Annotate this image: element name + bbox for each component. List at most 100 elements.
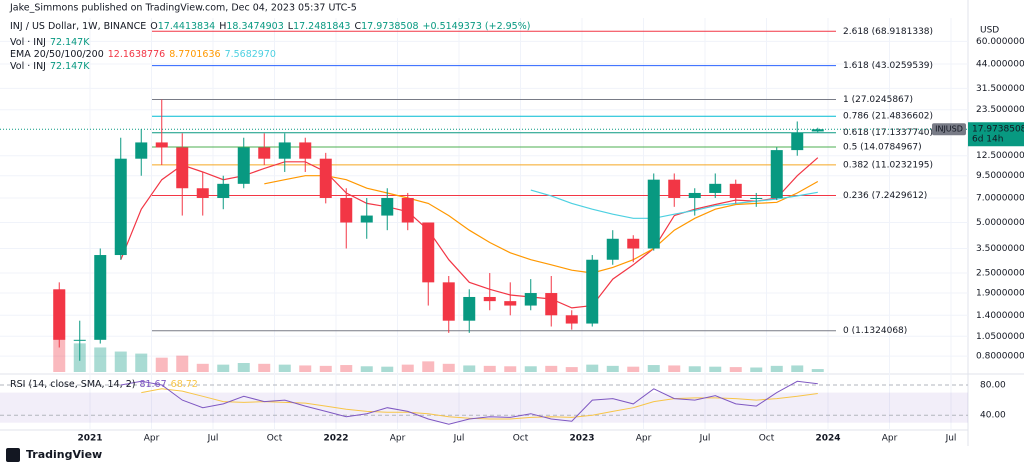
volume-bar [770, 365, 783, 372]
volume-bar [360, 366, 373, 372]
fib-label: 0.236 (7.2429612) [843, 191, 927, 201]
volume-bar [299, 365, 312, 372]
volume-bar [545, 365, 558, 372]
volume-bar [196, 363, 209, 372]
legend-text: 17.4413834 [158, 21, 215, 32]
volume-bar [504, 366, 517, 372]
legend-text: INJ / US Dollar, 1W, BINANCE [10, 21, 146, 32]
fib-label: 0.382 (11.0232195) [843, 160, 933, 170]
candle-body [504, 301, 517, 306]
candle-body [709, 183, 722, 193]
rsi-tick-label: 40.00 [980, 411, 1006, 421]
candle-body [770, 150, 783, 198]
candle-body [463, 296, 476, 321]
symbol-label: INJUSD [935, 125, 963, 134]
volume-bar [565, 367, 578, 372]
legend-text: L [288, 21, 294, 32]
volume-bar [811, 369, 824, 372]
candle-body [196, 188, 209, 198]
legend-text: C [354, 21, 361, 32]
candle-body [340, 197, 353, 223]
candle-body [237, 147, 250, 184]
volume-bar [483, 365, 496, 372]
y-tick-label: 3.5000000 [976, 244, 1024, 254]
legend-text: 18.3474903 [226, 21, 283, 32]
fib-label: 1 (27.0245867) [843, 95, 913, 105]
candle-body [114, 158, 127, 256]
logo-mark [6, 448, 20, 462]
fib-label: 0.618 (17.1337740) [843, 128, 933, 138]
x-tick-label: 2022 [323, 434, 348, 444]
price-label: 17.9738508 [972, 125, 1024, 135]
legend-text: RSI (14, close, SMA, 14, 2) [10, 379, 135, 390]
volume-bar [401, 364, 414, 372]
legend-text: O [150, 21, 157, 32]
x-tick-label: Apr [882, 434, 898, 444]
legend-text: 72.147K [50, 61, 90, 72]
legend-text: 12.1638776 [108, 49, 165, 60]
candle-body [217, 183, 230, 198]
legend-text: 7.5682970 [225, 49, 276, 60]
volume-bar [155, 357, 168, 372]
y-tick-label: 23.5000000 [976, 105, 1024, 115]
candle-body [258, 147, 271, 159]
x-tick-label: 2023 [569, 434, 594, 444]
y-tick-label: 1.0500000 [976, 332, 1024, 342]
legend-text: 17.9738508 [361, 21, 418, 32]
volume-bar [176, 355, 189, 372]
candle-body [791, 132, 804, 151]
volume-bar [340, 365, 353, 372]
candle-body [319, 158, 332, 198]
price-badge [968, 122, 1024, 147]
candle-body [176, 147, 189, 189]
candle-body [381, 197, 394, 216]
legend-text: 8.7701636 [169, 49, 220, 60]
rsi-line [120, 380, 818, 425]
x-tick-label: Apr [636, 434, 652, 444]
legend-text: 17.2481843 [293, 21, 350, 32]
candle-body [586, 259, 599, 324]
rsi-band [0, 392, 968, 423]
volume-bar [442, 363, 455, 372]
legend-line: Vol · INJ 72.147K [10, 37, 90, 48]
candle-body [299, 142, 312, 159]
x-tick-label: Oct [267, 434, 283, 444]
legend-text: Vol · INJ [10, 61, 46, 72]
legend-text: +0.5149373 (+2.95%) [423, 21, 531, 32]
legend-text: 68.72 [171, 379, 198, 390]
candle-body [278, 142, 291, 159]
x-tick-label: 2024 [815, 434, 840, 444]
ema-line [264, 175, 819, 274]
legend-text: EMA 20/50/100/200 [10, 49, 104, 60]
legend-text: 81.67 [139, 379, 166, 390]
fib-label: 0.5 (14.0784967) [843, 143, 922, 153]
y-tick-label: 5.0000000 [976, 218, 1024, 228]
candle-body [422, 222, 435, 283]
x-tick-label: Apr [390, 434, 406, 444]
x-tick-label: Jul [453, 434, 465, 444]
volume-bar [381, 366, 394, 372]
candle-body [647, 179, 660, 249]
x-tick-label: Jul [945, 434, 957, 444]
candle-body [73, 339, 86, 341]
candle-body [155, 142, 168, 148]
candle-body [524, 293, 537, 306]
x-tick-label: 2021 [77, 434, 102, 444]
volume-bar [709, 366, 722, 372]
y-tick-label: 31.5000000 [976, 84, 1024, 94]
volume-bar [422, 361, 435, 372]
volume-bar [668, 365, 681, 372]
candle-body [688, 192, 701, 198]
volume-bar [606, 365, 619, 372]
ema-line [120, 157, 819, 309]
legend-text: Vol · INJ [10, 37, 46, 48]
y-tick-label: 7.0000000 [976, 193, 1024, 203]
x-tick-label: Oct [513, 434, 529, 444]
candle-body [53, 289, 66, 340]
legend-line: INJ / US Dollar, 1W, BINANCE O17.4413834 H… [10, 21, 530, 32]
candle-body [545, 293, 558, 316]
y-tick-label: 0.8000000 [976, 352, 1024, 362]
fib-label: 2.618 (68.9181338) [843, 27, 933, 37]
